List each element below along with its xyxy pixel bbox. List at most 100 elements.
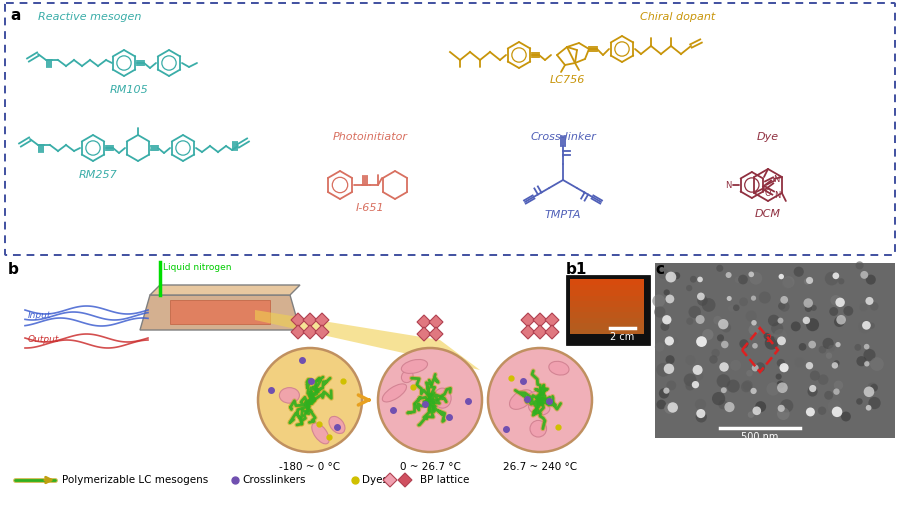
Circle shape bbox=[791, 321, 801, 331]
Polygon shape bbox=[533, 313, 547, 327]
Text: TMPTA: TMPTA bbox=[545, 210, 581, 220]
Circle shape bbox=[652, 294, 665, 307]
Circle shape bbox=[727, 380, 740, 393]
Bar bbox=[570, 301, 644, 306]
Ellipse shape bbox=[529, 399, 550, 415]
Ellipse shape bbox=[312, 423, 329, 444]
Text: Crosslinkers: Crosslinkers bbox=[242, 475, 305, 485]
Circle shape bbox=[804, 298, 813, 308]
Circle shape bbox=[838, 278, 844, 284]
Circle shape bbox=[809, 385, 816, 392]
Ellipse shape bbox=[526, 391, 546, 406]
Circle shape bbox=[258, 348, 362, 452]
FancyBboxPatch shape bbox=[5, 3, 895, 255]
Text: 500 nm: 500 nm bbox=[742, 432, 778, 442]
Circle shape bbox=[721, 387, 727, 393]
Circle shape bbox=[717, 334, 724, 342]
Circle shape bbox=[660, 322, 669, 331]
Polygon shape bbox=[315, 325, 329, 339]
Circle shape bbox=[716, 265, 724, 272]
Circle shape bbox=[721, 341, 729, 348]
Bar bbox=[655, 263, 895, 438]
Circle shape bbox=[832, 362, 838, 369]
Text: 2: 2 bbox=[765, 334, 771, 344]
Circle shape bbox=[811, 305, 817, 311]
Circle shape bbox=[752, 343, 758, 348]
Circle shape bbox=[818, 374, 828, 385]
Ellipse shape bbox=[433, 388, 451, 408]
Circle shape bbox=[688, 306, 701, 318]
Circle shape bbox=[763, 333, 770, 340]
Text: b1: b1 bbox=[566, 262, 587, 277]
Circle shape bbox=[819, 346, 826, 354]
Text: Dye: Dye bbox=[757, 132, 779, 142]
Circle shape bbox=[746, 310, 757, 322]
Circle shape bbox=[841, 411, 851, 421]
Circle shape bbox=[712, 392, 725, 405]
Circle shape bbox=[832, 407, 842, 417]
Circle shape bbox=[692, 381, 699, 388]
Text: I-651: I-651 bbox=[356, 203, 385, 213]
Circle shape bbox=[748, 411, 754, 418]
Circle shape bbox=[799, 343, 806, 350]
Circle shape bbox=[696, 409, 705, 418]
Polygon shape bbox=[315, 313, 329, 327]
Circle shape bbox=[856, 398, 862, 405]
Circle shape bbox=[854, 344, 861, 351]
Circle shape bbox=[778, 318, 784, 323]
Circle shape bbox=[725, 272, 732, 278]
Circle shape bbox=[862, 321, 870, 330]
Circle shape bbox=[829, 307, 838, 316]
Circle shape bbox=[806, 318, 819, 331]
Circle shape bbox=[771, 322, 783, 334]
Circle shape bbox=[697, 295, 707, 306]
Circle shape bbox=[869, 322, 875, 329]
Circle shape bbox=[718, 400, 728, 409]
Text: Chiral dopant: Chiral dopant bbox=[640, 12, 715, 22]
Text: BP lattice: BP lattice bbox=[420, 475, 469, 485]
Circle shape bbox=[722, 323, 731, 332]
Circle shape bbox=[695, 399, 706, 410]
Polygon shape bbox=[303, 325, 317, 339]
Circle shape bbox=[810, 371, 820, 381]
Polygon shape bbox=[545, 325, 559, 339]
Circle shape bbox=[776, 373, 782, 380]
Circle shape bbox=[686, 381, 695, 391]
Circle shape bbox=[751, 388, 757, 394]
Text: Input: Input bbox=[28, 310, 51, 319]
Circle shape bbox=[866, 275, 876, 284]
Circle shape bbox=[833, 381, 843, 390]
Circle shape bbox=[751, 320, 757, 326]
Circle shape bbox=[818, 407, 826, 415]
Ellipse shape bbox=[549, 361, 569, 375]
Text: RM105: RM105 bbox=[110, 85, 149, 95]
Circle shape bbox=[664, 363, 674, 374]
Circle shape bbox=[805, 305, 812, 312]
Circle shape bbox=[859, 320, 871, 333]
Bar bbox=[570, 318, 644, 323]
Text: Photoinitiator: Photoinitiator bbox=[332, 132, 407, 142]
Polygon shape bbox=[429, 315, 443, 329]
Polygon shape bbox=[545, 313, 559, 327]
Circle shape bbox=[814, 409, 822, 417]
Circle shape bbox=[831, 295, 841, 306]
Bar bbox=[570, 306, 644, 312]
Text: Liquid nitrogen: Liquid nitrogen bbox=[163, 263, 232, 272]
Circle shape bbox=[805, 408, 815, 417]
Circle shape bbox=[709, 355, 718, 363]
Circle shape bbox=[684, 373, 696, 386]
Text: Dyes: Dyes bbox=[362, 475, 388, 485]
Circle shape bbox=[750, 272, 762, 284]
Circle shape bbox=[857, 356, 867, 366]
Circle shape bbox=[826, 353, 833, 359]
Circle shape bbox=[702, 329, 714, 340]
Bar bbox=[570, 284, 644, 290]
Circle shape bbox=[864, 344, 869, 349]
Circle shape bbox=[835, 342, 841, 347]
Circle shape bbox=[870, 302, 878, 310]
Circle shape bbox=[734, 277, 742, 283]
Bar bbox=[570, 295, 644, 301]
Circle shape bbox=[728, 305, 734, 311]
Circle shape bbox=[755, 362, 765, 372]
Polygon shape bbox=[291, 313, 305, 327]
